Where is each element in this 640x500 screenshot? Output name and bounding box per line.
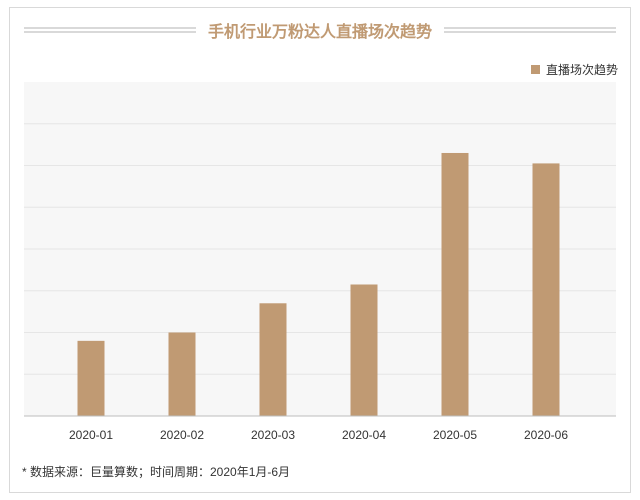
chart-title: 手机行业万粉达人直播场次趋势	[208, 24, 433, 41]
x-tick-label: 2020-01	[69, 428, 113, 442]
title-rule-left	[24, 27, 196, 33]
bar-2020-03	[259, 303, 287, 416]
x-tick-label: 2020-03	[251, 428, 295, 442]
bar-2020-04	[350, 284, 378, 416]
bar-2020-05	[441, 152, 469, 416]
x-tick-label: 2020-05	[433, 428, 477, 442]
bar-chart: 2020-01 2020-02 2020-03 2020-04 2020-05 2020-…	[24, 82, 616, 442]
x-tick-label: 2020-04	[342, 428, 386, 442]
footnote: * 数据来源：巨量算数；时间周期：2020年1月-6月	[22, 465, 291, 479]
bar-2020-01	[77, 340, 105, 416]
legend-label: 直播场次趋势	[545, 63, 618, 77]
legend-swatch	[530, 65, 540, 74]
x-tick-label: 2020-06	[524, 428, 568, 442]
chart-title-row: 手机行业万粉达人直播场次趋势	[24, 18, 617, 42]
bar-2020-06	[532, 163, 560, 416]
title-rule-right	[444, 27, 617, 33]
chart-legend: 直播场次趋势	[530, 61, 618, 78]
x-tick-label: 2020-02	[160, 428, 204, 442]
bar-2020-02	[168, 332, 196, 416]
